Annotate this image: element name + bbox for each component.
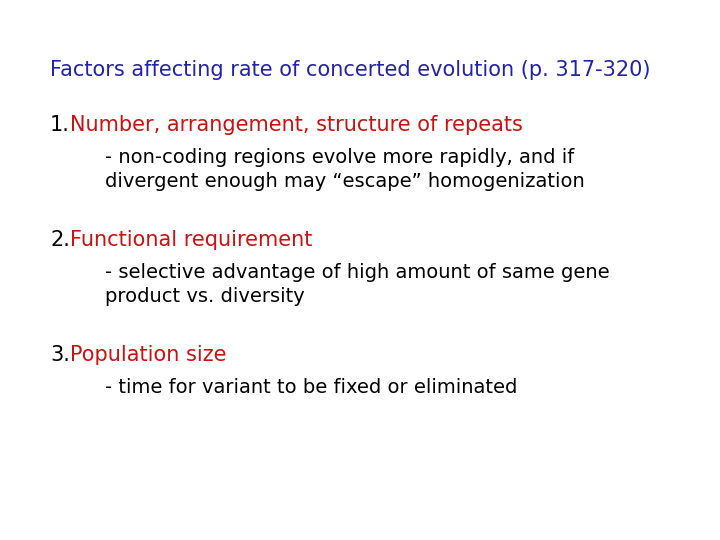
Text: Functional requirement: Functional requirement: [70, 230, 312, 250]
Text: 1.: 1.: [50, 115, 70, 135]
Text: product vs. diversity: product vs. diversity: [105, 287, 305, 306]
Text: Factors affecting rate of concerted evolution (p. 317-320): Factors affecting rate of concerted evol…: [50, 60, 650, 80]
Text: Number, arrangement, structure of repeats: Number, arrangement, structure of repeat…: [70, 115, 523, 135]
Text: Population size: Population size: [70, 345, 227, 365]
Text: - non-coding regions evolve more rapidly, and if: - non-coding regions evolve more rapidly…: [105, 148, 575, 167]
Text: - selective advantage of high amount of same gene: - selective advantage of high amount of …: [105, 263, 610, 282]
Text: 3.: 3.: [50, 345, 70, 365]
Text: 2.: 2.: [50, 230, 70, 250]
Text: - time for variant to be fixed or eliminated: - time for variant to be fixed or elimin…: [105, 378, 518, 397]
Text: divergent enough may “escape” homogenization: divergent enough may “escape” homogeniza…: [105, 172, 585, 191]
